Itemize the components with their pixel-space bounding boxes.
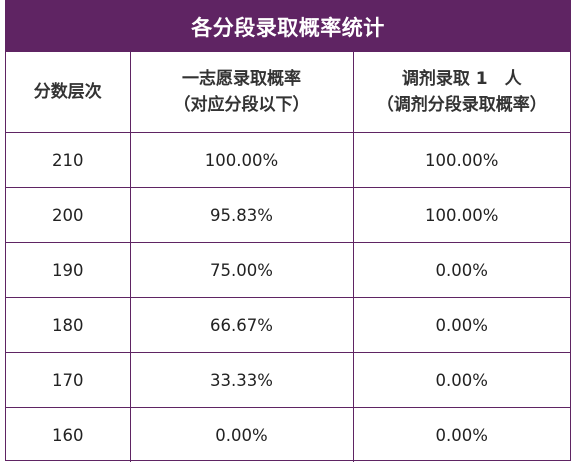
table-row: 190 75.00% 0.00% xyxy=(6,242,570,298)
header-score-level-label: 分数层次 xyxy=(33,82,102,102)
cell-adjust: 0.00% xyxy=(435,425,488,445)
header-first-choice: 一志愿录取概率 （对应分段以下） xyxy=(130,52,354,133)
cell-score: 180 xyxy=(6,297,131,353)
header-first-choice-line1: 一志愿录取概率 xyxy=(182,69,301,89)
probability-table: 各分段录取概率统计 分数层次 一志愿录取概率 （对应分段以下） 调剂录取 1 人… xyxy=(5,0,571,462)
header-score-level: 分数层次 xyxy=(6,52,131,133)
cell-first-choice: 0.00% xyxy=(130,407,354,462)
table-title: 各分段录取概率统计 xyxy=(6,1,570,52)
cell-adjust: 100.00% xyxy=(353,187,570,243)
cell-first-choice: 100.00% xyxy=(130,132,354,188)
cell-score: 200 xyxy=(6,187,131,243)
table-row: 160 0.00% 0.00% xyxy=(6,407,570,462)
cell-score: 210 xyxy=(6,132,131,188)
header-row: 分数层次 一志愿录取概率 （对应分段以下） 调剂录取 1 人 （调剂分段录取概率… xyxy=(6,52,570,133)
cell-adjust: 0.00% xyxy=(353,297,570,353)
header-adjust-line2: （调剂分段录取概率） xyxy=(376,95,547,115)
cell-first-choice: 95.83% xyxy=(130,187,354,243)
cell-adjust: 0.00% xyxy=(353,352,570,408)
header-adjust-line1: 调剂录取 1 人 xyxy=(401,69,522,89)
data-table: 分数层次 一志愿录取概率 （对应分段以下） 调剂录取 1 人 （调剂分段录取概率… xyxy=(6,52,570,462)
table-row: 200 95.83% 100.00% xyxy=(6,187,570,243)
cell-score: 160 xyxy=(6,407,131,462)
cell-first-choice: 33.33% xyxy=(130,352,354,408)
table-row: 210 100.00% 100.00% xyxy=(6,132,570,188)
header-first-choice-line2: （对应分段以下） xyxy=(173,95,310,115)
cell-score: 170 xyxy=(6,352,131,408)
table-row: 170 33.33% 0.00% xyxy=(6,352,570,408)
cell-first-choice: 66.67% xyxy=(130,297,354,353)
table-row: 180 66.67% 0.00% xyxy=(6,297,570,353)
cell-adjust: 0.00% xyxy=(353,242,570,298)
header-adjust: 调剂录取 1 人 （调剂分段录取概率） xyxy=(353,52,570,133)
cell-score: 190 xyxy=(6,242,131,298)
cell-adjust: 100.00% xyxy=(353,132,570,188)
cell-first-choice: 75.00% xyxy=(130,242,354,298)
